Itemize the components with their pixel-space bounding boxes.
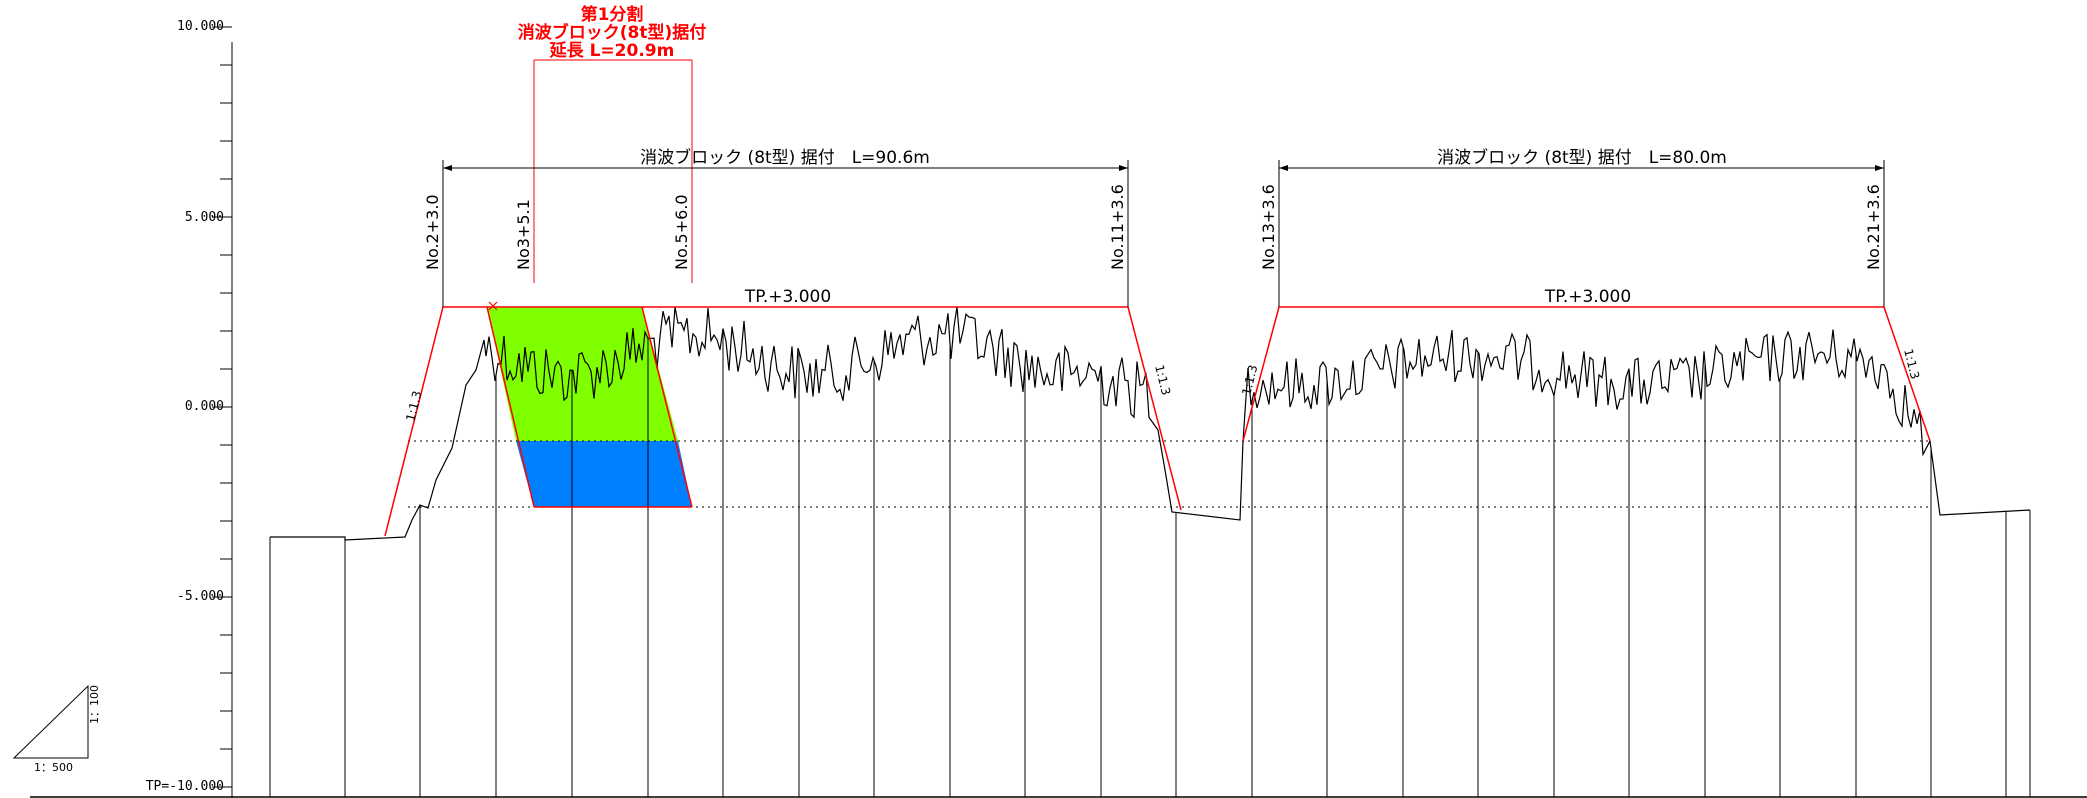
slope-label-section-1-right: 1:1.3 [1152,363,1173,396]
station-label-section-2-start: No.13+3.6 [1259,184,1278,270]
station-label-highlight-start: No3+5.1 [514,199,533,270]
station-label-highlight-end: No.5+6.0 [672,194,691,270]
section-1-length-label: 消波ブロック (8t型) 据付 L=90.6m [640,147,930,168]
section-1-crest-label: TP.+3.000 [744,287,831,307]
y-tick-label-minus-10: TP=-10.000 [146,779,224,794]
y-tick-label-10: 10.000 [177,19,224,34]
section-2-length-label: 消波ブロック (8t型) 据付 L=80.0m [1437,147,1727,168]
y-tick-label-5: 5.000 [185,210,224,225]
highlight-title-line-1: 第1分割 [581,4,644,25]
design-section-outline-1 [384,306,1182,537]
vertical-axis: 10.000 5.000 0.000 -5.000 TP=-10.000 [146,19,233,798]
scale-indicator: 1：500 1：100 [12,684,101,774]
highlight-upper-fill [487,307,678,441]
section-2-dimension: 消波ブロック (8t型) 据付 L=80.0m TP.+3.000 [1278,147,1885,307]
highlight-title-line-2: 消波ブロック(8t型)据付 [518,22,707,43]
ground-profile-line [270,306,2031,541]
station-vertical-lines [269,328,2031,797]
station-label-section-1-end: No.11+3.6 [1108,184,1127,270]
station-label-section-1-start: No.2+3.0 [423,194,442,270]
start-marker-x [488,301,498,311]
design-section-outline-2 [1242,306,1931,442]
station-label-section-2-end: No.21+3.6 [1864,184,1883,270]
highlight-block [487,307,692,507]
highlight-lower-fill [516,441,692,507]
slope-label-section-1-left: 1:1.3 [403,389,424,422]
slope-label-section-2-left: 1:1.3 [1239,363,1260,396]
scale-vertical-label: 1：100 [88,685,101,724]
section-2-crest-label: TP.+3.000 [1544,287,1631,307]
y-tick-label-0: 0.000 [185,399,224,414]
axis-minor-ticks [212,26,232,788]
section-1-dimension: 消波ブロック (8t型) 据付 L=90.6m TP.+3.000 [442,147,1129,307]
highlight-annotation: 第1分割 消波ブロック(8t型)据付 延長 L=20.9m [518,4,707,283]
highlight-title-line-3: 延長 L=20.9m [549,40,675,61]
y-tick-label-minus-5: -5.000 [177,589,224,604]
scale-horizontal-label: 1：500 [34,761,73,774]
